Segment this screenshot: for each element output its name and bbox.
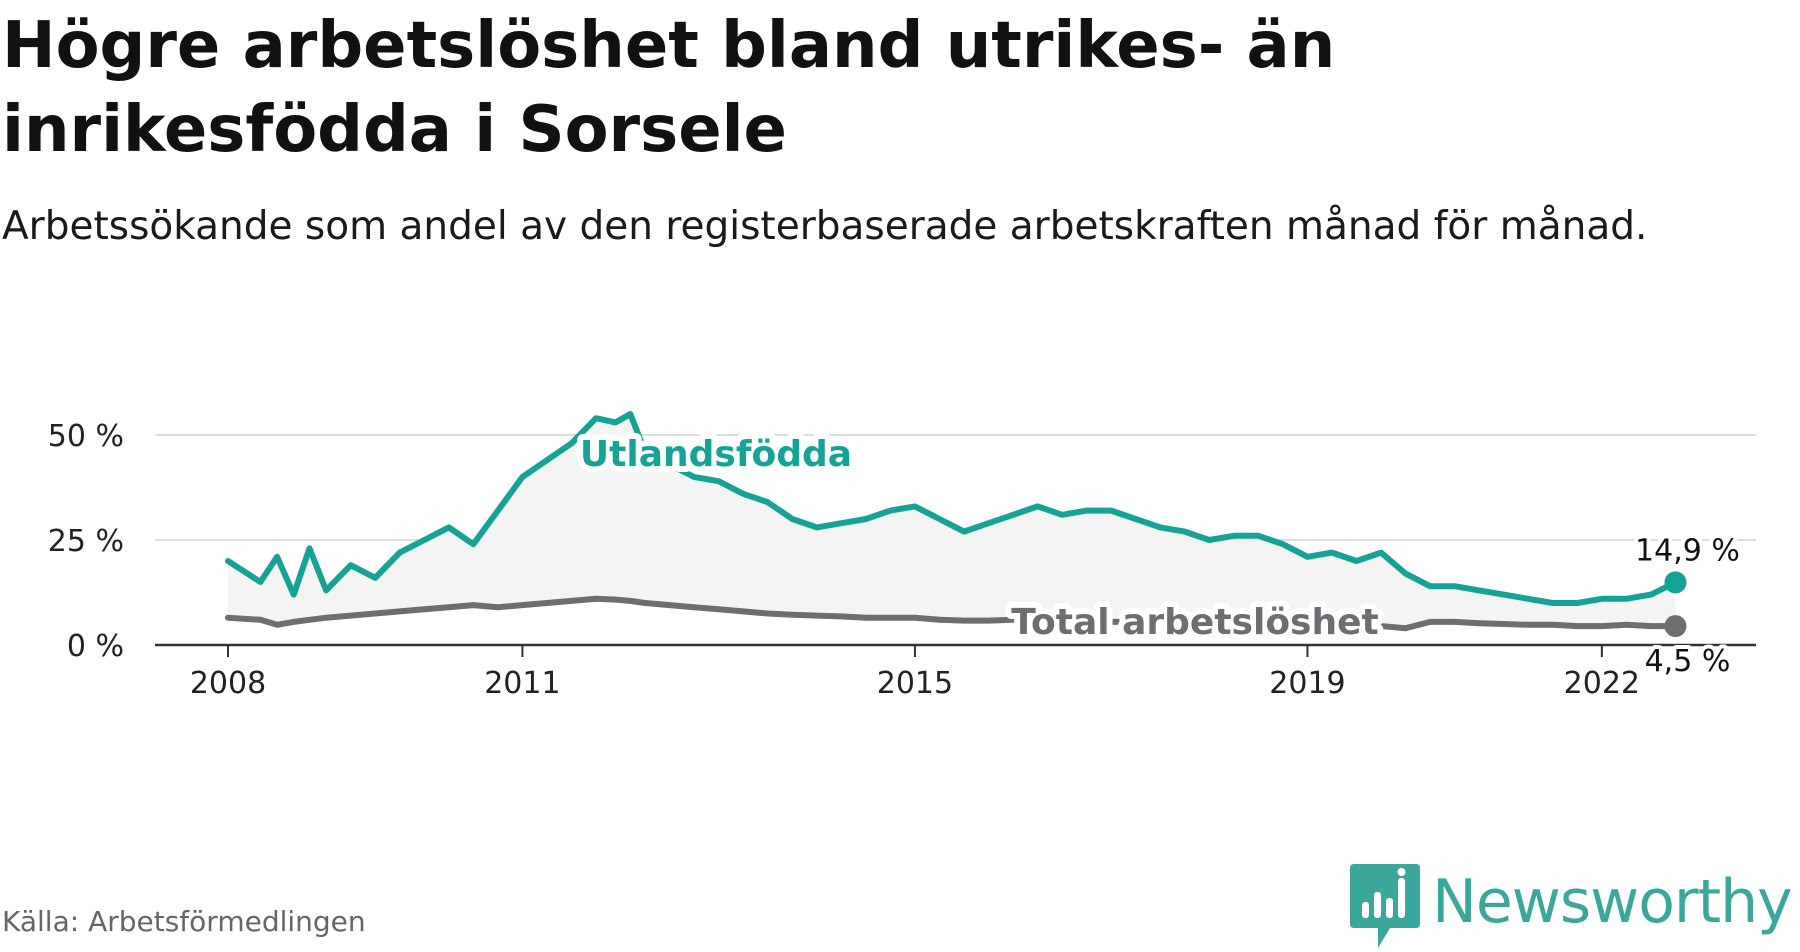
y-tick-label: 25 %: [48, 524, 124, 559]
chart-title: Högre arbetslöshet bland utrikes- än inr…: [2, 9, 1336, 167]
area-between-series: [228, 414, 1676, 629]
series-endpoint-total: [1664, 615, 1687, 638]
series-label-utlandsfodda-halo: Utlandsfödda: [580, 434, 852, 475]
x-tick-label: 2022: [1564, 666, 1640, 701]
x-tick-label: 2015: [877, 666, 953, 701]
end-value-label-utlandsfodda-halo: 14,9 %: [1635, 533, 1740, 568]
newsworthy-logo-icon: [1350, 864, 1420, 948]
series-label-utlandsfodda: Utlandsfödda: [580, 434, 852, 475]
source-note: Källa: Arbetsförmedlingen: [2, 905, 366, 938]
series-label-total: Total arbetslöshet: [1011, 602, 1379, 643]
end-value-label-utlandsfodda: 14,9 %: [1635, 533, 1740, 568]
newsworthy-logo: Newsworthy: [1348, 860, 1800, 952]
end-value-label-total-halo: 4,5 %: [1645, 644, 1731, 679]
series-line-total: [225, 595, 1679, 632]
series-endpoint-utlandsfodda: [1664, 571, 1687, 594]
end-value-label-total: 4,5 %: [1645, 644, 1731, 679]
y-tick-label: 0 %: [67, 629, 124, 664]
newsworthy-logo-text: Newsworthy: [1432, 867, 1793, 937]
chart-subtitle: Arbetssökande som andel av den registerb…: [2, 204, 1648, 249]
x-tick-label: 2019: [1269, 666, 1345, 701]
series-line-utlandsfodda: [225, 411, 1679, 606]
series-label-total-halo: Total arbetslöshet: [1011, 602, 1379, 643]
y-tick-label: 50 %: [48, 419, 124, 454]
x-tick-label: 2008: [190, 666, 266, 701]
x-tick-label: 2011: [484, 666, 560, 701]
